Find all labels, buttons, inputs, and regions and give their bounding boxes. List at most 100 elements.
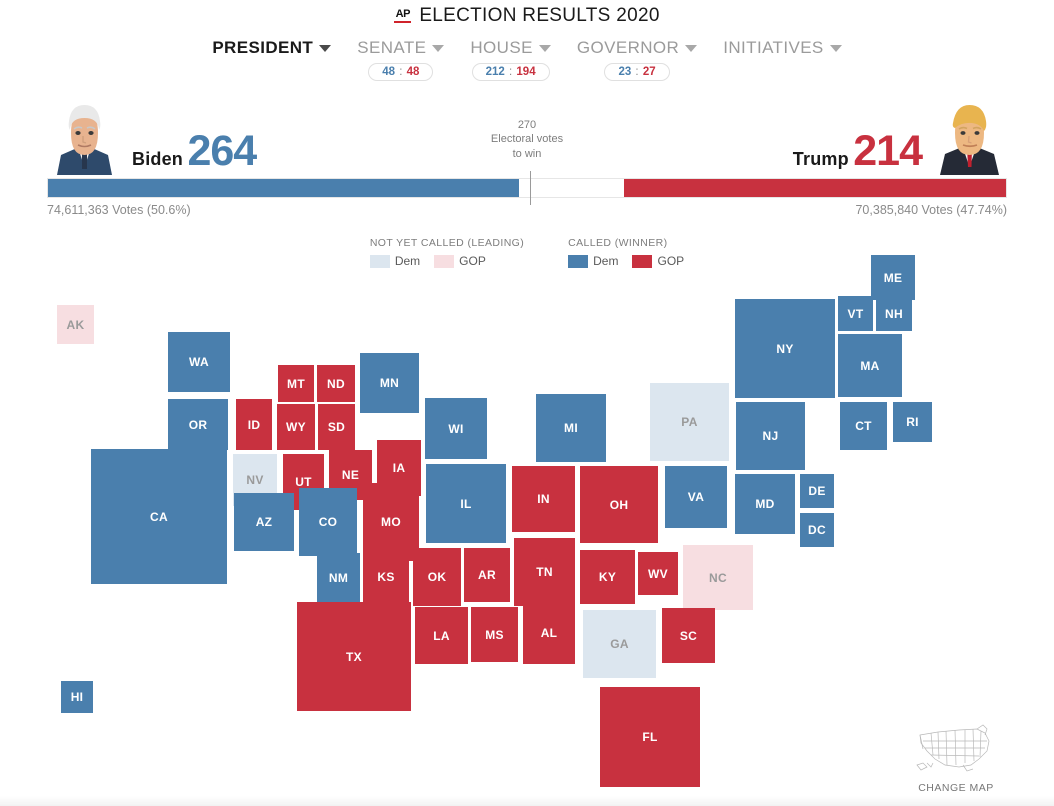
map-state-ar[interactable]: AR [464, 548, 510, 602]
map-state-ca[interactable]: CA [91, 449, 227, 584]
chevron-down-icon[interactable] [829, 44, 842, 52]
nav-item-house[interactable]: HOUSE 212 : 194 [457, 38, 563, 81]
map-state-label: FL [642, 730, 658, 744]
candidate-gop: Trump 214 [793, 93, 1007, 175]
map-state-oh[interactable]: OH [580, 466, 658, 543]
legend-called-title: CALLED (WINNER) [568, 237, 668, 249]
electoral-bar-dem [48, 179, 520, 197]
pill-gop-count: 48 [406, 66, 420, 78]
map-state-label: RI [906, 415, 919, 429]
map-state-sc[interactable]: SC [662, 608, 715, 663]
map-state-mi[interactable]: MI [536, 394, 606, 462]
candidate-gop-electoral-votes: 214 [853, 127, 923, 175]
map-state-label: OK [427, 570, 447, 584]
map-state-label: MS [485, 627, 504, 642]
chevron-down-icon[interactable] [538, 44, 551, 52]
map-state-nm[interactable]: NM [317, 553, 360, 602]
map-state-ky[interactable]: KY [580, 550, 635, 604]
nav-item-governor[interactable]: GOVERNOR 23 : 27 [564, 38, 710, 81]
ap-logo-underline [394, 21, 412, 23]
nav-item-initiatives[interactable]: INITIATIVES [710, 38, 854, 58]
map-state-wv[interactable]: WV [638, 552, 678, 595]
cartogram-map: AK ME WA NY VT NH MT ND MN MA OR ID WY SD WI MI PA NJ CT RI… [0, 250, 1054, 806]
map-state-la[interactable]: LA [415, 607, 468, 664]
avatar-biden [47, 93, 122, 175]
map-state-label: UT [295, 475, 312, 489]
map-state-or[interactable]: OR [168, 399, 228, 450]
map-legend: NOT YET CALLED (LEADING) Dem GOP CALLED (… [0, 237, 1054, 268]
map-state-label: OH [609, 497, 629, 512]
change-map-button[interactable]: CHANGE MAP [896, 721, 1016, 796]
map-state-ri[interactable]: RI [893, 402, 932, 442]
map-state-ga[interactable]: GA [583, 610, 656, 678]
pill-dem-count: 48 [382, 66, 395, 78]
map-state-sd[interactable]: SD [318, 404, 355, 450]
map-state-label: MA [860, 358, 880, 373]
chevron-down-icon[interactable] [432, 44, 445, 52]
map-state-vt[interactable]: VT [838, 296, 873, 331]
chevron-down-icon[interactable] [319, 44, 332, 52]
map-state-id[interactable]: ID [236, 399, 272, 450]
map-state-nc[interactable]: NC [683, 545, 753, 610]
map-state-label: GA [610, 637, 629, 651]
map-state-az[interactable]: AZ [234, 493, 294, 551]
map-state-label: AR [478, 568, 496, 582]
legend-not-called-title: NOT YET CALLED (LEADING) [369, 237, 525, 249]
candidate-dem-name: Biden [132, 149, 184, 169]
map-state-label: MI [564, 421, 578, 435]
map-state-wi[interactable]: WI [425, 398, 487, 459]
nav-item-president[interactable]: PRESIDENT [199, 38, 344, 58]
threshold-number: 270 [517, 119, 537, 131]
pill-separator: : [396, 66, 406, 78]
map-state-wy[interactable]: WY [277, 404, 315, 450]
map-state-me[interactable]: ME [871, 255, 915, 300]
nav-pill-house: 212 : 194 [471, 63, 550, 81]
map-state-md[interactable]: MD [735, 474, 795, 534]
map-state-ok[interactable]: OK [413, 548, 461, 606]
legend-called: CALLED (WINNER) Dem GOP [568, 237, 684, 268]
map-state-fl[interactable]: FL [600, 687, 700, 787]
map-state-nh[interactable]: NH [876, 296, 912, 331]
avatar-trump [932, 93, 1007, 175]
map-state-label: MD [755, 497, 775, 511]
map-state-hi[interactable]: HI [61, 681, 93, 713]
map-state-ny[interactable]: NY [735, 299, 835, 398]
map-state-mt[interactable]: MT [278, 365, 314, 402]
nav-pill-governor: 23 : 27 [604, 63, 670, 81]
map-state-ms[interactable]: MS [471, 607, 518, 662]
map-state-in[interactable]: IN [512, 466, 575, 532]
map-state-nj[interactable]: NJ [736, 402, 805, 470]
map-state-tx[interactable]: TX [297, 602, 411, 711]
popular-vote-dem: 74,611,363 Votes (50.6%) [47, 203, 191, 217]
map-state-ks[interactable]: KS [363, 546, 409, 608]
map-state-al[interactable]: AL [523, 602, 575, 664]
ap-logo-letters: AP [395, 8, 411, 20]
map-state-co[interactable]: CO [299, 488, 357, 556]
map-state-nd[interactable]: ND [317, 365, 355, 402]
map-state-il[interactable]: IL [426, 464, 506, 543]
map-state-tn[interactable]: TN [514, 538, 575, 606]
nav-item-senate[interactable]: SENATE 48 : 48 [344, 38, 457, 81]
map-state-ct[interactable]: CT [840, 402, 887, 450]
nav-item-label: INITIATIVES [723, 38, 842, 58]
chevron-down-icon[interactable] [685, 44, 698, 52]
map-state-label: KY [598, 570, 617, 584]
map-state-wa[interactable]: WA [168, 332, 230, 392]
map-state-ak[interactable]: AK [57, 305, 94, 344]
change-map-label: CHANGE MAP [918, 782, 994, 794]
legend-swatch-icon [434, 254, 455, 268]
ap-logo-icon: AP [394, 8, 412, 23]
map-state-ma[interactable]: MA [838, 334, 902, 397]
map-state-label: NC [709, 570, 727, 585]
map-state-dc[interactable]: DC [800, 513, 834, 547]
map-state-label: VT [847, 306, 864, 321]
map-state-mn[interactable]: MN [360, 353, 419, 413]
legend-key-dem: Dem [369, 254, 420, 268]
candidate-dem-electoral-votes: 264 [187, 127, 257, 175]
map-state-pa[interactable]: PA [650, 383, 729, 461]
map-state-va[interactable]: VA [665, 466, 727, 528]
map-state-label: NM [328, 570, 349, 585]
pill-separator: : [632, 66, 642, 78]
map-state-de[interactable]: DE [800, 474, 834, 508]
electoral-vote-bar [47, 171, 1007, 205]
